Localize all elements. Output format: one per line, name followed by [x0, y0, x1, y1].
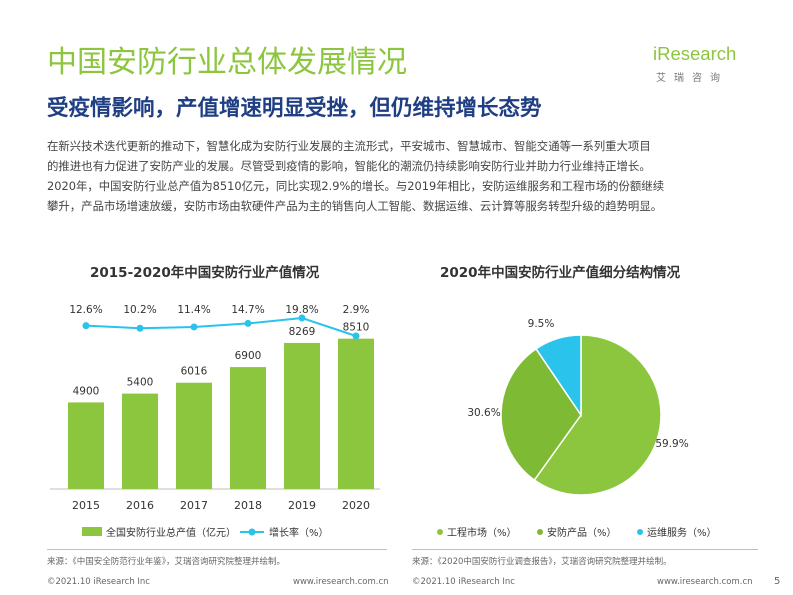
pie-chart-title: 2020年中国安防行业产值细分结构情况 [440, 265, 681, 281]
bar-value-label: 8510 [343, 322, 370, 334]
bar-chart-title: 2015-2020年中国安防行业产值情况 [90, 265, 320, 281]
footer-copyright-left: ©2021.10 iResearch Inc [47, 577, 150, 587]
x-tick-label: 2017 [180, 499, 208, 512]
paragraph-line: 在新兴技术迭代更新的推动下，智慧化成为安防行业发展的主流形式，平安城市、智慧城市… [47, 139, 651, 153]
growth-point-2016 [136, 324, 144, 332]
paragraph-line: 攀升，产品市场增速放缓，安防市场由软硬件产品为主的销售向人工智能、数据运维、云计… [47, 199, 663, 213]
bar-value-label: 6016 [181, 366, 208, 378]
legend-line-label: 增长率（%） [269, 526, 329, 539]
logo-wordmark: iResearch [653, 43, 737, 64]
pie-slice-label: 59.9% [655, 438, 688, 450]
growth-value-label: 10.2% [123, 304, 156, 316]
growth-point-2018 [244, 319, 252, 327]
footer-url-left[interactable]: www.iresearch.com.cn [293, 577, 389, 587]
footer-copyright-right: ©2021.10 iResearch Inc [412, 577, 515, 587]
pie-slice-label: 9.5% [528, 318, 555, 330]
bar-value-label: 5400 [127, 377, 154, 389]
growth-rate-line [85, 316, 357, 337]
growth-value-label: 19.8% [285, 304, 318, 316]
growth-point-2019 [298, 314, 306, 322]
growth-point-2015 [82, 322, 90, 330]
pie-slice-2 [534, 334, 582, 418]
source-divider-right [412, 549, 758, 550]
bar-2018 [230, 367, 266, 489]
legend-label-0: 工程市场（%） [447, 526, 517, 539]
paragraph-line: 的推进也有力促进了安防产业的发展。尽管受到疫情的影响，智能化的潮流仍持续影响安防… [47, 159, 651, 173]
growth-value-label: 2.9% [343, 304, 370, 316]
legend-label-1: 安防产品（%） [547, 526, 617, 539]
legend-marker-2 [637, 529, 643, 535]
legend-line-marker [248, 528, 256, 536]
bar-value-label: 4900 [73, 385, 100, 397]
x-tick-label: 2018 [234, 499, 262, 512]
bar-2019 [284, 342, 320, 489]
x-tick-label: 2015 [72, 499, 100, 512]
pie-slice-label: 30.6% [467, 407, 500, 419]
x-tick-label: 2020 [342, 499, 370, 512]
bar-value-label: 6900 [235, 350, 262, 362]
source-note-right: 来源：《2020中国安防行业调查报告》，艾瑞咨询研究院整理并绘制。 [412, 557, 672, 567]
legend-marker-0 [437, 529, 443, 535]
bar-line-chart: 4900 2015 5400 2016 6016 2017 6900 2018 8269 2019… [50, 304, 380, 539]
paragraph-line: 2020年，中国安防行业总产值为8510亿元，同比实现2.9%的增长。与2019… [47, 179, 665, 193]
page-subtitle: 受疫情影响，产值增速明显受挫，但仍维持增长态势 [47, 96, 542, 121]
page-number: 5 [774, 576, 781, 587]
pie-slice-1 [500, 347, 582, 482]
legend-bar-swatch [82, 527, 102, 536]
x-tick-label: 2016 [126, 499, 154, 512]
iresearch-logo: iResearch 艾瑞咨询 [650, 43, 760, 93]
bar-value-label: 8269 [289, 326, 316, 338]
growth-value-label: 12.6% [69, 304, 102, 316]
legend-marker-1 [537, 529, 543, 535]
logo-subtitle: 艾瑞咨询 [656, 73, 728, 84]
legend-label-2: 运维服务（%） [647, 526, 717, 539]
page-title: 中国安防行业总体发展情况 [47, 45, 407, 80]
growth-value-label: 14.7% [231, 304, 264, 316]
legend-bar-label: 全国安防行业总产值（亿元） [106, 526, 236, 539]
intro-paragraph: 在新兴技术迭代更新的推动下，智慧化成为安防行业发展的主流形式，平安城市、智慧城市… [47, 136, 757, 216]
footer-url-right[interactable]: www.iresearch.com.cn [657, 577, 753, 587]
bar-2015 [68, 402, 104, 489]
x-tick-label: 2019 [288, 499, 316, 512]
bar-2017 [176, 382, 212, 489]
growth-value-label: 11.4% [177, 304, 210, 316]
bar-2016 [122, 393, 158, 489]
pie-chart: 59.9% 30.6% 9.5% 工程市场（%） 安防产品（%） 运维服务（%） [437, 318, 717, 539]
source-divider-left [47, 549, 387, 550]
growth-point-2017 [190, 323, 198, 331]
source-note-left: 来源：《中国安全防范行业年鉴》，艾瑞咨询研究院整理并绘制。 [47, 557, 286, 567]
pie-slice-0 [533, 334, 662, 496]
growth-point-2020 [352, 332, 360, 340]
bar-2020 [338, 338, 374, 489]
